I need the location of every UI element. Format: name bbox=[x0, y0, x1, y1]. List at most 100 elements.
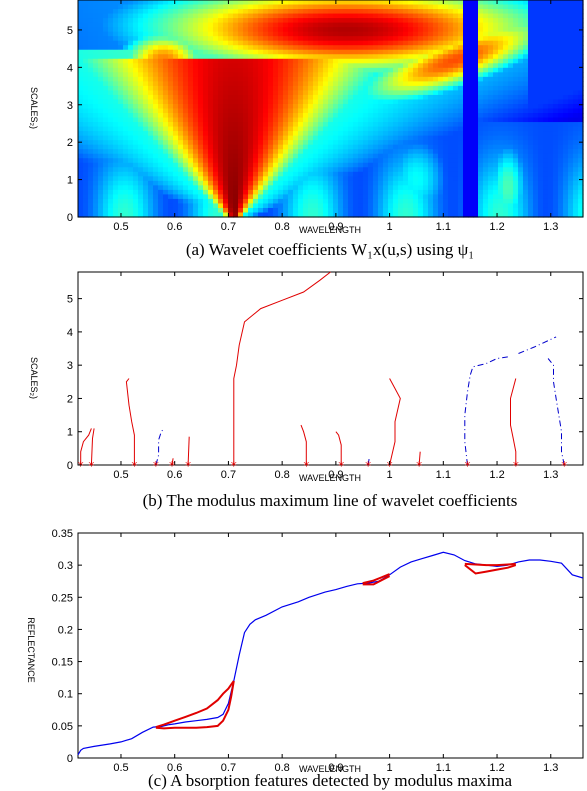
heatmap-cell bbox=[438, 108, 444, 114]
heatmap-cell bbox=[523, 158, 529, 164]
heatmap-cell bbox=[208, 203, 214, 209]
heatmap-cell bbox=[163, 122, 169, 128]
heatmap-cell bbox=[328, 58, 334, 64]
heatmap-cell bbox=[263, 49, 269, 55]
heatmap-cell bbox=[103, 131, 109, 137]
heatmap-cell bbox=[88, 85, 94, 92]
heatmap-cell bbox=[398, 171, 404, 177]
heatmap-cell bbox=[528, 108, 534, 114]
heatmap-cell bbox=[138, 180, 144, 186]
heatmap-cell bbox=[438, 67, 444, 73]
heatmap-cell bbox=[458, 27, 464, 33]
heatmap-cell bbox=[223, 171, 229, 177]
heatmap-cell bbox=[143, 13, 149, 19]
heatmap-cell bbox=[288, 185, 294, 191]
heatmap-cell bbox=[83, 153, 89, 159]
heatmap-cell bbox=[268, 131, 274, 137]
heatmap-cell bbox=[128, 158, 134, 164]
heatmap-cell bbox=[428, 94, 434, 101]
heatmap-cell bbox=[433, 54, 439, 60]
heatmap-cell bbox=[93, 27, 99, 33]
heatmap-cell bbox=[388, 27, 394, 33]
heatmap-cell bbox=[378, 108, 384, 114]
heatmap-cell bbox=[268, 40, 274, 46]
heatmap-cell bbox=[443, 27, 449, 33]
heatmap-cell bbox=[448, 203, 454, 209]
heatmap-cell bbox=[178, 72, 184, 78]
maxima-marker: * bbox=[131, 459, 137, 473]
heatmap-cell bbox=[308, 207, 314, 214]
heatmap-cell bbox=[258, 203, 264, 209]
heatmap-cell bbox=[293, 63, 299, 69]
heatmap-cell bbox=[478, 103, 484, 110]
heatmap-cell bbox=[193, 185, 199, 191]
heatmap-cell bbox=[293, 108, 299, 114]
heatmap-cell bbox=[303, 167, 309, 173]
heatmap-cell bbox=[558, 189, 564, 195]
heatmap-cell bbox=[213, 4, 219, 10]
heatmap-cell bbox=[363, 198, 369, 205]
heatmap-cell bbox=[563, 54, 569, 60]
heatmap-cell bbox=[423, 22, 429, 28]
heatmap-cell bbox=[558, 108, 564, 114]
heatmap-cell bbox=[428, 18, 434, 24]
heatmap-cell bbox=[558, 72, 564, 78]
heatmap-cell bbox=[318, 36, 324, 42]
heatmap-cell bbox=[413, 149, 419, 155]
heatmap-cell bbox=[108, 67, 114, 73]
heatmap-cell bbox=[448, 94, 454, 101]
heatmap-cell bbox=[493, 122, 499, 128]
heatmap-cell bbox=[158, 185, 164, 191]
heatmap-cell bbox=[393, 149, 399, 155]
heatmap-cell bbox=[578, 158, 584, 164]
heatmap-cell bbox=[433, 207, 439, 214]
heatmap-cell bbox=[298, 122, 304, 128]
heatmap-cell bbox=[293, 171, 299, 177]
heatmap-cell bbox=[403, 144, 409, 150]
heatmap-cell bbox=[373, 176, 379, 182]
heatmap-cell bbox=[143, 207, 149, 214]
heatmap-cell bbox=[288, 117, 294, 123]
heatmap-cell bbox=[93, 103, 99, 110]
heatmap-cell bbox=[453, 212, 459, 218]
heatmap-cell bbox=[353, 76, 359, 82]
heatmap-cell bbox=[383, 0, 389, 6]
heatmap-cell bbox=[83, 9, 89, 15]
y-tick-label: 4 bbox=[67, 62, 73, 74]
heatmap-cell bbox=[243, 18, 249, 24]
heatmap-cell bbox=[378, 31, 384, 37]
heatmap-cell bbox=[78, 99, 84, 105]
heatmap-cell bbox=[453, 158, 459, 164]
heatmap-cell bbox=[148, 63, 154, 69]
heatmap-cell bbox=[258, 72, 264, 78]
heatmap-cell bbox=[483, 171, 489, 177]
heatmap-cell bbox=[468, 122, 474, 128]
heatmap-cell bbox=[448, 176, 454, 182]
heatmap-cell bbox=[183, 140, 189, 146]
heatmap-cell bbox=[448, 22, 454, 28]
heatmap-cell bbox=[408, 67, 414, 73]
heatmap-cell bbox=[78, 185, 84, 191]
heatmap-cell bbox=[123, 158, 129, 164]
heatmap-cell bbox=[218, 176, 224, 182]
heatmap-cell bbox=[313, 72, 319, 78]
heatmap-cell bbox=[413, 167, 419, 173]
heatmap-cell bbox=[128, 103, 134, 110]
heatmap-cell bbox=[318, 176, 324, 182]
heatmap-cell bbox=[563, 31, 569, 37]
heatmap-cell bbox=[398, 18, 404, 24]
heatmap-cell bbox=[178, 180, 184, 186]
heatmap-cell bbox=[178, 140, 184, 146]
heatmap-cell bbox=[578, 72, 584, 78]
heatmap-cell bbox=[143, 54, 149, 60]
heatmap-cell bbox=[403, 13, 409, 19]
heatmap-cell bbox=[88, 103, 94, 110]
heatmap-cell bbox=[328, 131, 334, 137]
heatmap-cell bbox=[388, 90, 394, 96]
heatmap-cell bbox=[543, 176, 549, 182]
heatmap-cell bbox=[548, 13, 554, 19]
heatmap-cell bbox=[518, 180, 524, 186]
heatmap-cell bbox=[273, 198, 279, 205]
heatmap-cell bbox=[543, 162, 549, 168]
